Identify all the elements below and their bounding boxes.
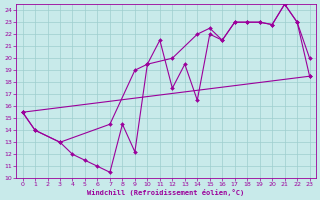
X-axis label: Windchill (Refroidissement éolien,°C): Windchill (Refroidissement éolien,°C) xyxy=(87,189,245,196)
